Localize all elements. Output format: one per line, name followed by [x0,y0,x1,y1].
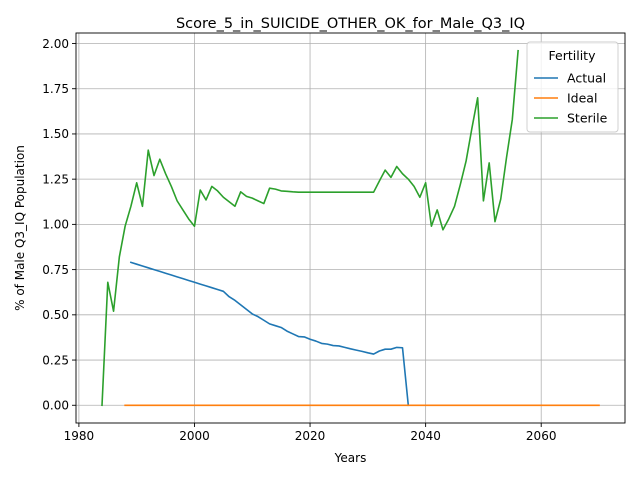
legend-label-actual: Actual [567,71,606,86]
x-tick-label: 2060 [526,429,557,443]
y-tick-label: 1.50 [42,127,69,141]
y-tick-label: 0.50 [42,308,69,322]
series-line-sterile [101,49,519,407]
x-tick-label: 1980 [64,429,95,443]
x-tick-label: 2020 [295,429,326,443]
y-axis: 0.00 0.25 0.50 0.75 1.00 1.25 1.50 1.75 2.00 [42,37,76,413]
y-axis-label: % of Male Q3_IQ Population [13,145,27,311]
chart-title: Score_5_in_SUICIDE_OTHER_OK_for_Male_Q3_… [176,16,525,32]
plot-frame [75,32,626,424]
y-tick-label: 1.25 [42,172,69,186]
series-lines [101,49,600,407]
legend-items: Actual Ideal Sterile [534,71,608,126]
legend-label-ideal: Ideal [567,91,597,106]
legend-label-sterile: Sterile [567,111,608,126]
y-tick-label: 0.00 [42,399,69,413]
series-line-actual [129,261,410,407]
y-tick-label: 0.25 [42,353,69,367]
x-tick-label: 2040 [410,429,441,443]
x-axis-label: Years [334,451,367,465]
y-tick-label: 1.00 [42,218,69,232]
y-tick-label: 1.75 [42,82,69,96]
x-axis: 1980 2000 2020 2040 2060 [64,423,557,443]
legend-box [526,41,619,133]
y-tick-label: 2.00 [42,37,69,51]
legend: Fertility Actual Ideal Sterile [526,41,619,133]
grid [76,33,625,423]
y-tick-label: 0.75 [42,263,69,277]
x-tick-label: 2000 [179,429,210,443]
legend-title: Fertility [549,48,597,63]
